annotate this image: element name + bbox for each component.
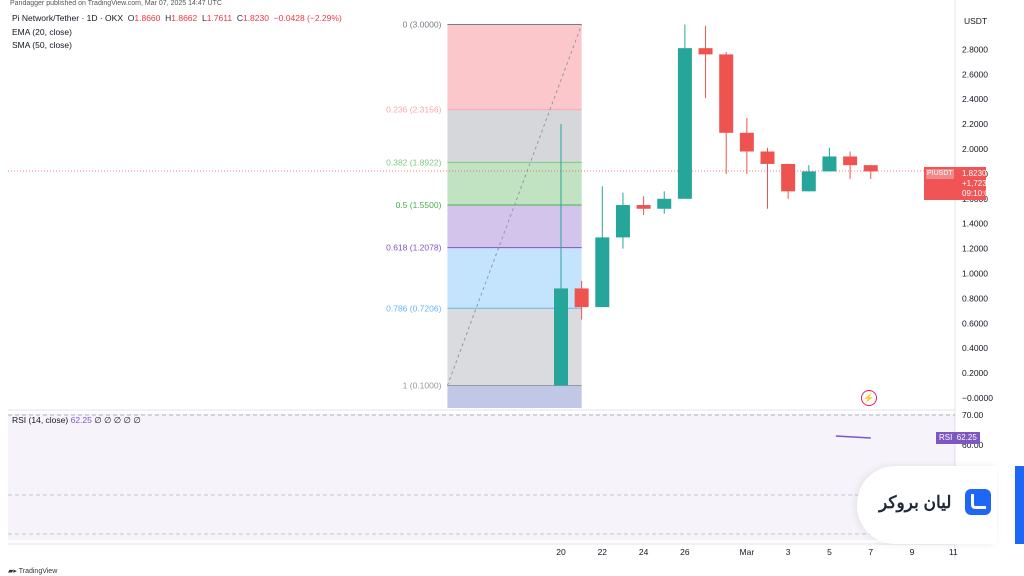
candle-body: [719, 54, 734, 133]
lightning-icon[interactable]: ⚡: [861, 390, 877, 406]
candle-body: [739, 132, 754, 152]
time-axis[interactable]: 20 22 24 26 Mar 3 5 7 9 11: [556, 547, 958, 557]
ema-legend[interactable]: EMA (20, close): [12, 27, 72, 37]
fib-band: [447, 385, 582, 408]
price-tick-label: 1.0000: [962, 269, 988, 279]
price-tick-label: 1.4000: [962, 219, 988, 229]
price-tick-label: 2.6000: [962, 69, 988, 79]
fib-level-label: 0.786 (0.7206): [386, 303, 441, 313]
price-tick-label: 0.6000: [962, 318, 988, 328]
fib-trend-line: [446, 24, 583, 386]
fib-level-label: 0.236 (2.3156): [386, 105, 441, 115]
price-tick-label: 2.2000: [962, 119, 988, 129]
fibonacci-retracement[interactable]: 0 (3.0000) 0.236 (2.3156) 0.382 (1.8922) 0.…: [386, 20, 583, 408]
rsi-tag-label: RSI: [939, 433, 953, 442]
rsi-background: [8, 414, 955, 540]
candle-body: [801, 171, 816, 192]
rsi-legend-title: RSI (14, close): [12, 415, 69, 425]
rsi-tick-under-tag: 60.00: [962, 440, 984, 450]
price-tag-price: 1.8230: [962, 169, 987, 178]
price-tick-label: 1.2000: [962, 244, 988, 254]
ohlc-high: 1.8662: [171, 13, 198, 23]
price-tick-label: 2.4000: [962, 94, 988, 104]
candle-body: [554, 288, 568, 386]
candle-body: [677, 48, 692, 199]
time-tick-label: 11: [949, 547, 958, 557]
rsi-legend-value: 62.25: [70, 415, 92, 425]
price-tick-label: −0.0000: [962, 393, 993, 403]
ohlc-close: 1.8230: [242, 13, 269, 23]
candle-body: [595, 237, 610, 308]
tradingview-logo-icon: ▰▸: [8, 568, 17, 575]
time-tick-label: 22: [598, 547, 608, 557]
fib-band: [447, 205, 582, 248]
symbol-name[interactable]: Pi Network/Tether · 1D · OKX: [12, 13, 124, 23]
price-tick-label: 0.8000: [962, 293, 988, 303]
candles: [8, 24, 955, 386]
ohlc-change: −0.0428 (−2.29%): [273, 13, 342, 23]
price-tag-countdown: 09:10:01: [962, 189, 994, 198]
rsi-line: [835, 435, 871, 439]
candle-body: [574, 288, 589, 308]
candle-body: [843, 156, 858, 166]
fib-level-label: 0.382 (1.8922): [386, 157, 441, 167]
time-tick-label: 20: [556, 547, 566, 557]
last-price-tag: PIUSDT 1.8230 +1,723.00% 09:10:01: [924, 167, 1005, 200]
rsi-tag-value: 62.25: [956, 433, 977, 442]
fib-level-label: 1 (0.1000): [403, 381, 442, 391]
symbol-legend: Pi Network/Tether · 1D · OKX O1.8660 H1.…: [12, 13, 342, 23]
price-tag-change: +1,723.00%: [962, 179, 1005, 188]
candle-body: [615, 205, 630, 238]
candle-body: [760, 151, 775, 164]
fib-band: [447, 109, 582, 163]
time-tick-label: 9: [910, 547, 915, 557]
time-tick-label: 24: [639, 547, 649, 557]
ohlc-open: 1.8660: [134, 13, 161, 23]
time-tick-label: Mar: [740, 547, 755, 557]
broker-watermark: لیان بروکر: [857, 466, 997, 544]
tradingview-logo[interactable]: ▰▸ TradingView: [8, 567, 57, 575]
brand-accent-bar: [1015, 466, 1024, 544]
broker-name: لیان بروکر: [879, 493, 952, 512]
rsi-pane: 70.00 60.00: [8, 410, 984, 540]
fib-level-label: 0 (3.0000): [403, 20, 442, 30]
fib-level-label: 0.618 (1.2078): [386, 243, 441, 253]
time-tick-label: 3: [786, 547, 791, 557]
time-tick-label: 7: [868, 547, 873, 557]
rsi-legend[interactable]: RSI (14, close) 62.25 ∅ ∅ ∅ ∅ ∅: [12, 415, 141, 426]
fib-level-label: 0.5 (1.5500): [396, 200, 442, 210]
fib-band: [447, 162, 582, 206]
price-tick-label: 2.8000: [962, 44, 988, 54]
price-tick-label: 2.0000: [962, 144, 988, 154]
candle-body: [698, 48, 713, 55]
price-tag-symbol: PIUSDT: [926, 169, 954, 179]
publish-info: Pandagger published on TradingView.com, …: [10, 0, 222, 7]
time-tick-label: 5: [827, 547, 832, 557]
broker-logo-icon: [965, 489, 991, 515]
candle-body: [636, 205, 651, 209]
time-tick-label: 26: [680, 547, 690, 557]
candle-body: [822, 156, 837, 172]
tradingview-logo-text: TradingView: [18, 568, 58, 575]
ohlc-low: 1.7611: [206, 13, 233, 23]
currency-label: USDT: [964, 16, 987, 26]
fib-band: [447, 24, 582, 110]
price-tick-label: 0.2000: [962, 368, 988, 378]
candle-body: [781, 163, 796, 192]
candle-body: [657, 198, 672, 209]
rsi-value-tag: RSI 62.25: [936, 432, 980, 444]
candle-body: [863, 165, 878, 172]
price-tick-label: 0.4000: [962, 343, 988, 353]
sma-legend[interactable]: SMA (50, close): [12, 40, 72, 50]
rsi-tick-top: 70.00: [962, 410, 984, 420]
rsi-legend-placeholders: ∅ ∅ ∅ ∅ ∅: [94, 415, 141, 425]
